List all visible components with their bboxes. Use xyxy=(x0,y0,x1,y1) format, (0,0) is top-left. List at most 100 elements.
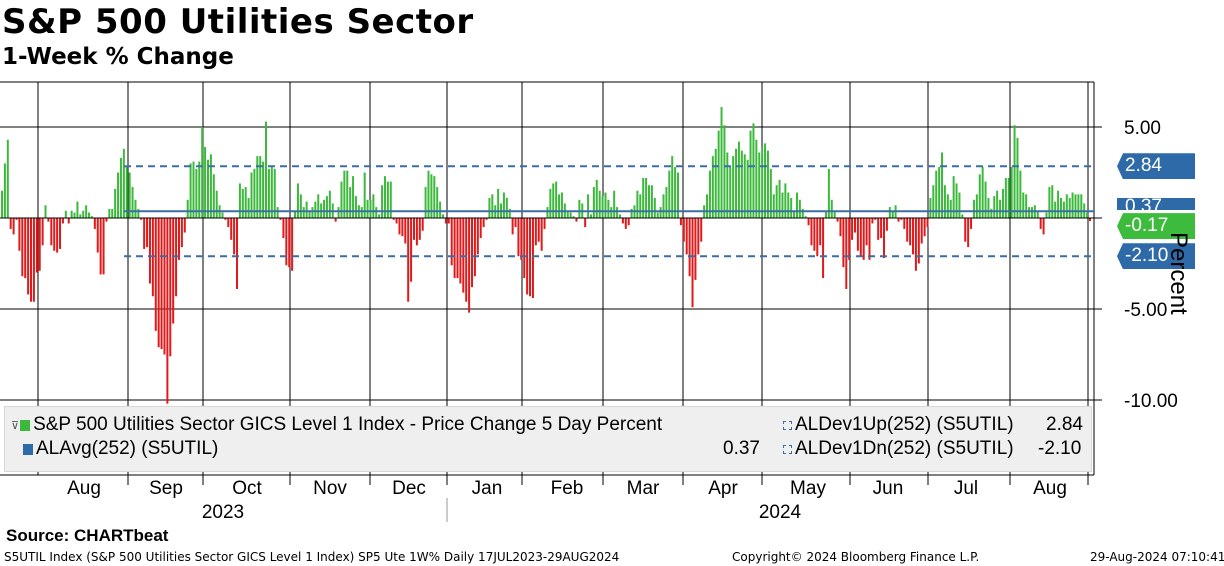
bar xyxy=(1019,170,1022,218)
bar xyxy=(784,183,787,218)
bar xyxy=(1036,210,1039,218)
bar xyxy=(572,216,575,218)
bar xyxy=(833,210,836,218)
bar xyxy=(160,218,163,350)
bar xyxy=(24,218,27,279)
bar xyxy=(508,208,511,218)
bar xyxy=(227,218,230,228)
bar xyxy=(354,196,357,218)
bar xyxy=(398,218,401,235)
bar xyxy=(795,192,798,218)
bar xyxy=(592,187,595,218)
bar xyxy=(810,218,813,246)
bar xyxy=(958,192,961,218)
bar xyxy=(636,190,639,218)
bar xyxy=(180,218,183,248)
bar xyxy=(128,172,131,218)
bar xyxy=(131,187,134,218)
bar xyxy=(465,218,468,302)
bar xyxy=(143,218,146,249)
x-month-label: Feb xyxy=(551,478,584,499)
bar xyxy=(137,208,140,218)
bar xyxy=(520,218,523,260)
bar xyxy=(717,130,720,218)
bar xyxy=(122,148,125,218)
bar xyxy=(305,201,308,218)
bar xyxy=(192,161,195,218)
bar xyxy=(53,218,56,251)
bar xyxy=(18,218,21,251)
bar xyxy=(885,218,888,231)
bar xyxy=(456,218,459,279)
bar xyxy=(241,188,244,218)
x-year-label: 2024 xyxy=(759,502,802,523)
bar xyxy=(790,197,793,218)
bar xyxy=(793,210,796,218)
bar xyxy=(395,218,398,224)
bar xyxy=(677,172,680,218)
bar xyxy=(453,218,456,279)
bar xyxy=(383,176,386,218)
bar xyxy=(294,210,297,218)
bar xyxy=(12,218,15,235)
bar xyxy=(540,218,543,251)
bar xyxy=(798,199,801,218)
last-value-flag: -0.17 xyxy=(1117,213,1195,240)
legend-dev-down-label: ALDev1Dn(252) (S5UTIL) xyxy=(795,438,1014,459)
x-month-label: Jul xyxy=(954,478,978,499)
bar xyxy=(1068,197,1071,218)
bar xyxy=(146,218,149,248)
bar xyxy=(253,168,256,218)
x-month-label: Sep xyxy=(149,478,183,499)
bar xyxy=(230,218,233,240)
bar xyxy=(407,218,410,302)
bar xyxy=(140,218,143,220)
bar xyxy=(691,218,694,308)
bar xyxy=(746,159,749,218)
chart-title: S&P 500 Utilities Sector xyxy=(2,2,474,42)
bar xyxy=(1030,207,1033,218)
bar xyxy=(6,139,9,218)
bar xyxy=(787,192,790,218)
bar xyxy=(578,199,581,218)
bar xyxy=(964,218,967,242)
dashed-swatch-icon xyxy=(783,444,792,454)
bar xyxy=(801,208,804,218)
bar xyxy=(946,194,949,218)
bar xyxy=(569,212,572,218)
bar xyxy=(386,181,389,218)
bar xyxy=(410,218,413,282)
bar xyxy=(836,218,839,222)
bar xyxy=(323,199,326,218)
bar xyxy=(1089,218,1091,222)
bar xyxy=(665,187,668,218)
bar xyxy=(195,168,198,218)
bar xyxy=(238,183,241,218)
bar xyxy=(105,218,108,222)
bar xyxy=(325,196,328,218)
chart-subtitle: 1-Week % Change xyxy=(2,44,234,70)
bar xyxy=(1,190,3,218)
bar xyxy=(807,218,810,226)
bar xyxy=(157,218,160,348)
bar xyxy=(926,218,929,228)
bar xyxy=(999,199,1002,218)
bar xyxy=(169,218,172,357)
bar xyxy=(1077,194,1080,218)
bar xyxy=(64,210,67,218)
x-month-label: Jun xyxy=(873,478,904,499)
bar xyxy=(981,167,984,218)
y-tick-label: 5.00 xyxy=(1124,118,1161,139)
bar xyxy=(566,210,569,218)
y-tick-label: -5.00 xyxy=(1124,300,1167,321)
bar xyxy=(1074,194,1077,218)
bar xyxy=(909,218,912,246)
bar xyxy=(694,218,697,280)
bar xyxy=(766,150,769,218)
bar xyxy=(711,156,714,218)
bar xyxy=(737,141,740,218)
bar xyxy=(349,187,352,218)
bar xyxy=(514,218,517,228)
bar xyxy=(865,218,868,246)
bar xyxy=(279,218,282,220)
